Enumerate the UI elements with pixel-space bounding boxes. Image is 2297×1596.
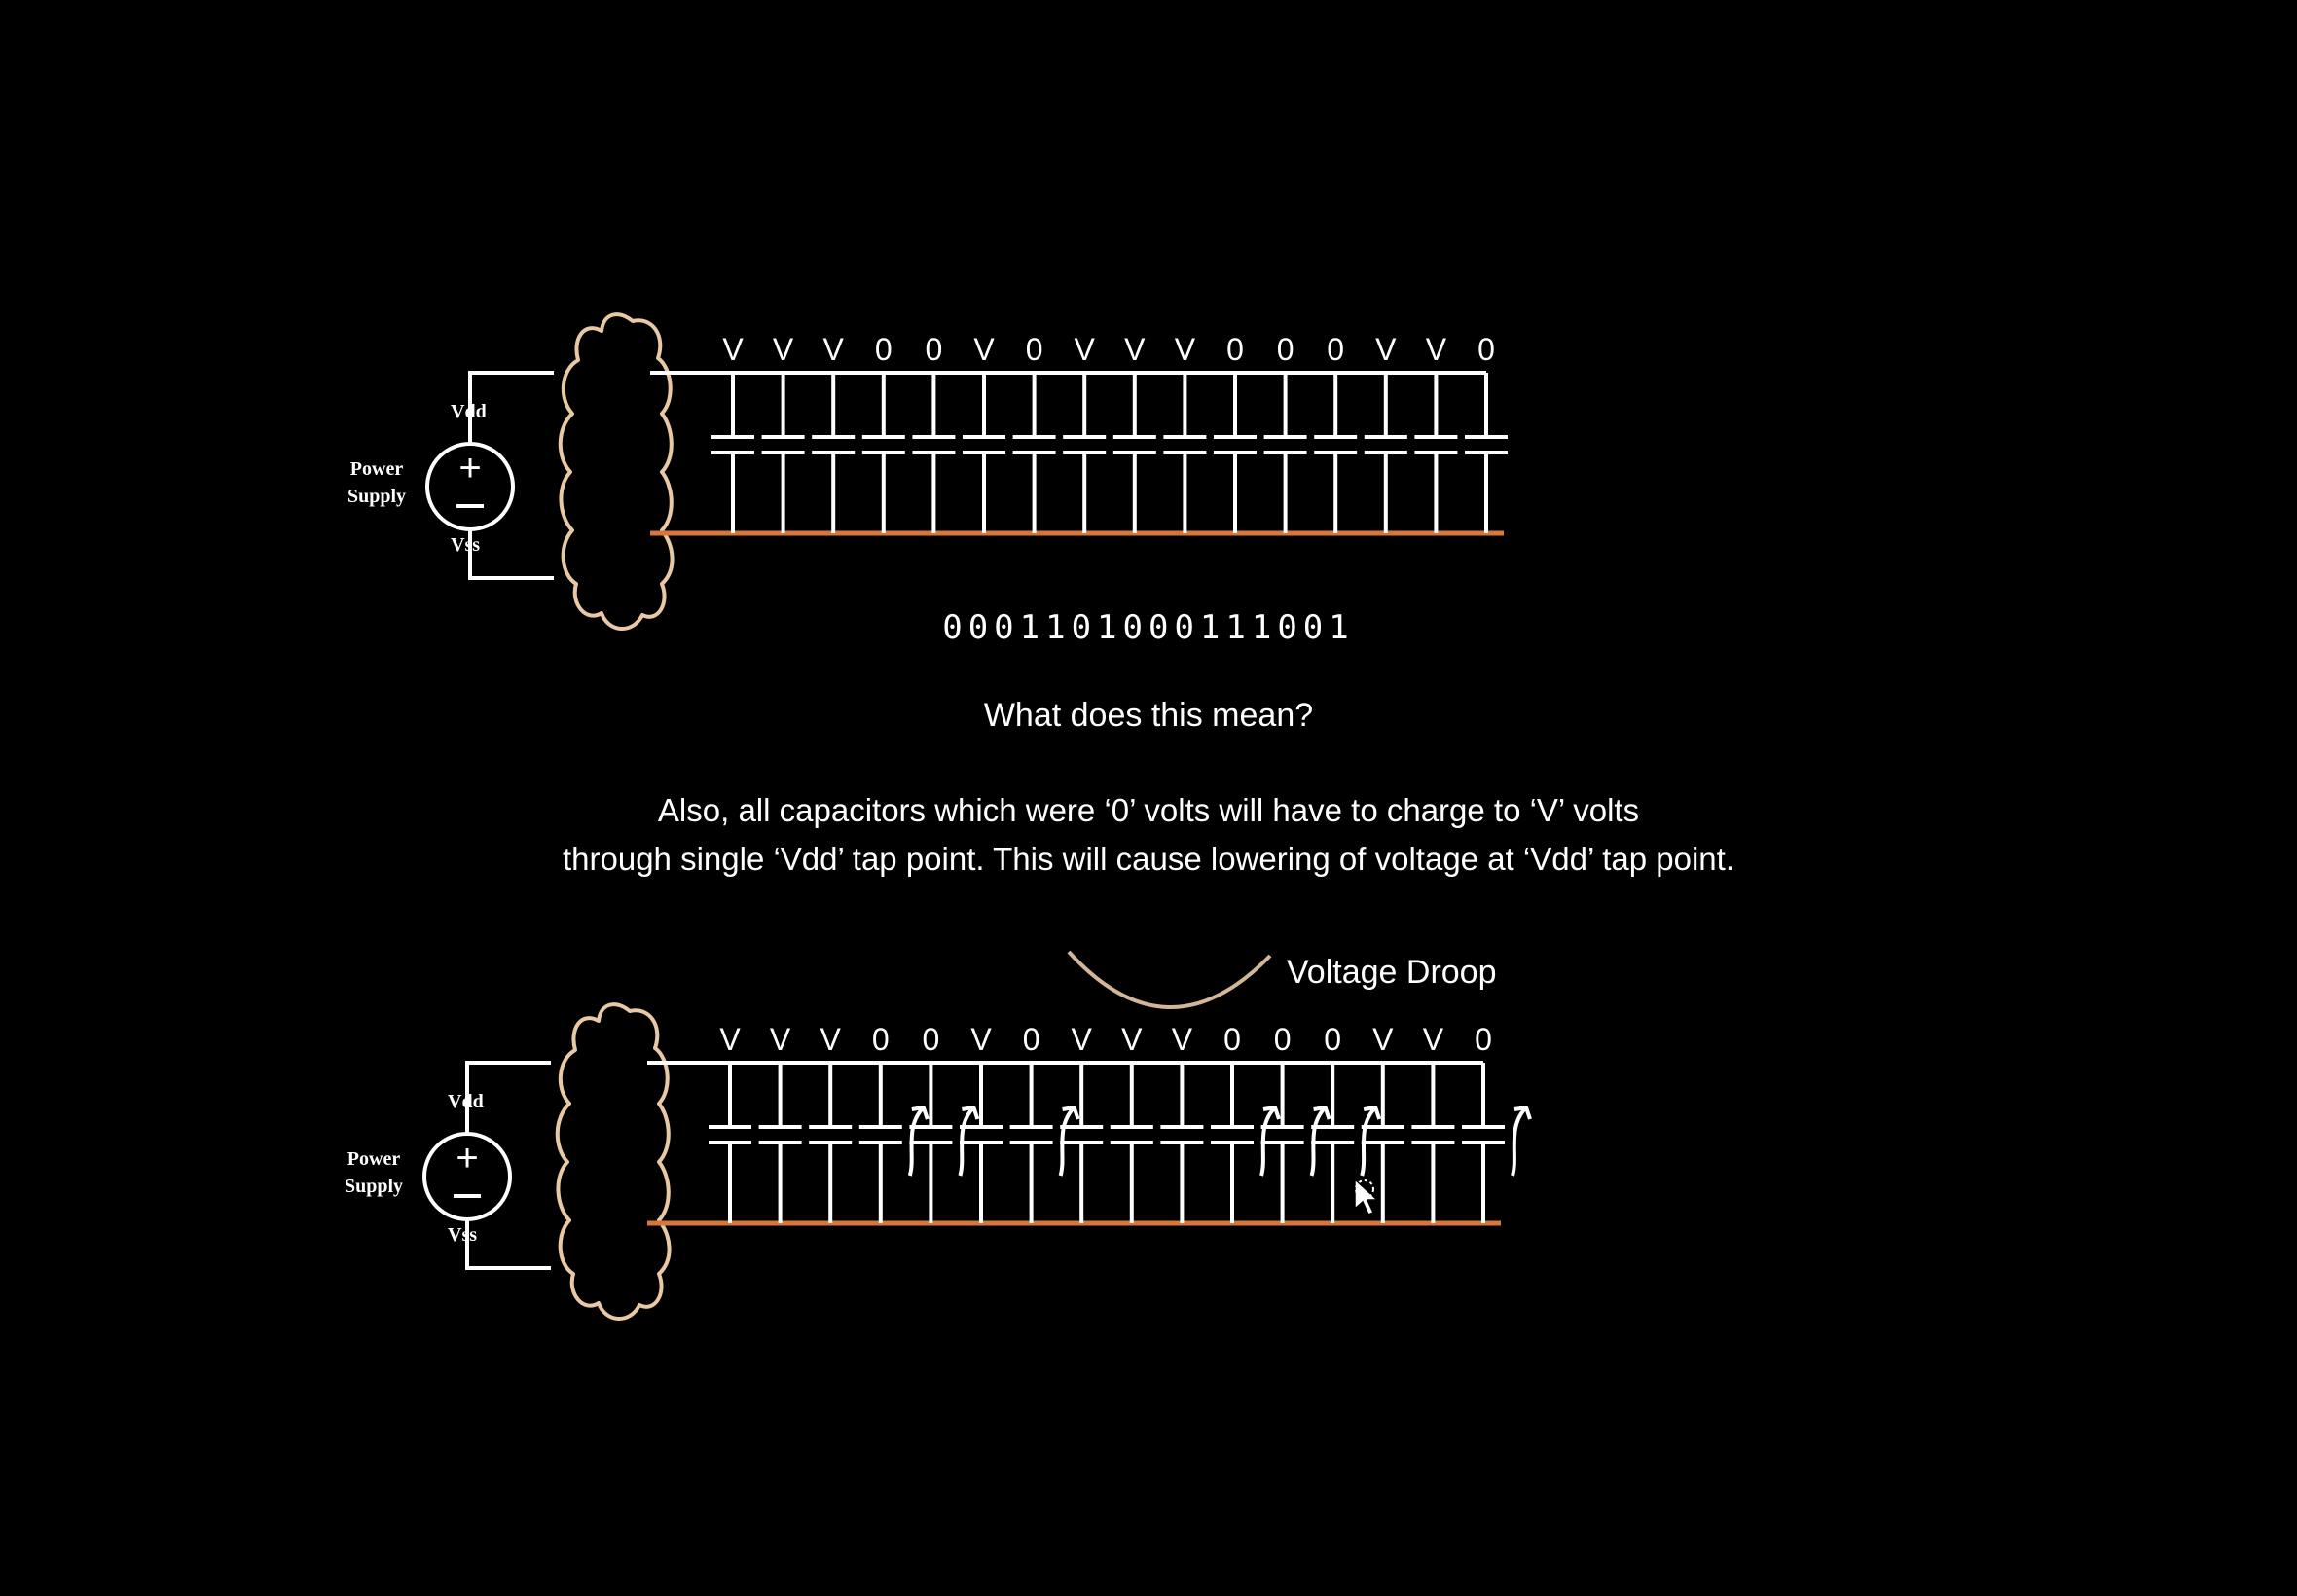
capacitor-12: 0 (1263, 332, 1307, 533)
capacitor-state-label: 0 (1023, 1022, 1040, 1057)
capacitor-13: 0 (1314, 332, 1358, 533)
plus-sign-icon: + (456, 1137, 478, 1179)
arrowhead-icon (962, 1106, 980, 1120)
capacitor-9: V (1110, 1022, 1153, 1223)
capacitor-state-label: V (970, 1022, 992, 1057)
capacitor-state-label: V (1124, 332, 1146, 367)
arrowhead-icon (1363, 1106, 1382, 1120)
capacitor-state-label: V (1372, 1022, 1394, 1057)
mouse-cursor-icon (1354, 1178, 1379, 1215)
capacitor-6: V (960, 1022, 1003, 1223)
capacitor-state-label: V (820, 1022, 842, 1057)
capacitor-state-label: 0 (872, 1022, 890, 1057)
cloud-network-icon (555, 1002, 672, 1321)
vdd-lead-wire (465, 1061, 551, 1134)
capacitor-1: V (711, 332, 754, 533)
capacitor-4: 0 (861, 332, 905, 533)
capacitor-8: V (1060, 1022, 1104, 1223)
capacitor-state-label: 0 (1274, 1022, 1292, 1057)
capacitor-state-label: 0 (1477, 332, 1495, 367)
capacitor-3: V (809, 1022, 853, 1223)
explanation-line-2: through single ‘Vdd’ tap point. This wil… (563, 841, 1734, 877)
capacitor-state-label: V (770, 1022, 791, 1057)
power-supply-label-line1: Power (347, 1148, 401, 1170)
vdd-label: Vdd (448, 1091, 484, 1112)
capacitor-state-label: 0 (1324, 1022, 1341, 1057)
capacitor-state-label: V (1375, 332, 1397, 367)
capacitor-4: 0 (858, 1022, 930, 1223)
voltage-droop-label: Voltage Droop (1287, 954, 1497, 991)
capacitor-state-label: V (1426, 332, 1447, 367)
capacitor-11: 0 (1214, 332, 1257, 533)
arrowhead-icon (1513, 1106, 1532, 1120)
capacitor-state-label: V (773, 332, 794, 367)
charging-arrow-icon (1511, 1106, 1528, 1177)
capacitor-state-label: V (1075, 332, 1096, 367)
capacitor-state-label: V (722, 332, 744, 367)
capacitor-14: V (1364, 332, 1407, 533)
capacitor-state-label: 0 (1475, 1022, 1492, 1057)
capacitor-state-label: 0 (1327, 332, 1344, 367)
capacitor-state-label: V (1121, 1022, 1143, 1057)
arrowhead-icon (1262, 1106, 1281, 1120)
vdd-label: Vdd (451, 401, 487, 422)
capacitor-9: V (1112, 332, 1156, 533)
vss-lead-wire (465, 1219, 551, 1270)
capacitor-state-label: 0 (875, 332, 893, 367)
capacitor-6: V (963, 332, 1005, 533)
capacitor-15: V (1414, 332, 1458, 533)
capacitor-16: 0 (1462, 1022, 1532, 1223)
capacitor-state-label: 0 (926, 332, 943, 367)
capacitor-state-label: V (719, 1022, 741, 1057)
capacitor-14: V (1361, 1022, 1404, 1223)
vss-lead-wire (468, 529, 554, 580)
capacitor-15: V (1411, 1022, 1455, 1223)
capacitor-12: 0 (1260, 1022, 1331, 1223)
capacitor-state-label: V (823, 332, 845, 367)
capacitor-state-label: V (1175, 332, 1196, 367)
capacitor-state-label: V (1172, 1022, 1193, 1057)
power-supply-label-line2: Supply (347, 486, 406, 507)
capacitor-10: V (1160, 1022, 1204, 1223)
arrowhead-icon (1313, 1106, 1331, 1120)
capacitor-state-label: V (1072, 1022, 1093, 1057)
question-text: What does this mean? (984, 697, 1313, 734)
vdd-lead-wire (468, 371, 554, 444)
capacitor-16: 0 (1465, 332, 1508, 533)
capacitor-state-label: 0 (1277, 332, 1294, 367)
capacitor-state-label: 0 (1226, 332, 1244, 367)
voltage-droop-curve (1067, 950, 1272, 1009)
vss-label: Vss (448, 1224, 477, 1246)
vss-label: Vss (451, 534, 480, 556)
capacitor-8: V (1063, 332, 1107, 533)
arrowhead-icon (911, 1106, 930, 1120)
capacitor-2: V (758, 1022, 802, 1223)
capacitor-7: 0 (1009, 1022, 1080, 1223)
capacitor-state-label: 0 (1223, 1022, 1241, 1057)
capacitor-state-label: V (973, 332, 995, 367)
power-supply-label-line1: Power (350, 458, 404, 480)
capacitor-state-label: 0 (923, 1022, 940, 1057)
cloud-network-icon (558, 312, 675, 631)
capacitor-5: 0 (909, 1022, 980, 1223)
capacitor-11: 0 (1211, 1022, 1281, 1223)
capacitor-10: V (1163, 332, 1207, 533)
bit-string: 0001101000111001 (942, 608, 1355, 647)
capacitor-2: V (761, 332, 805, 533)
plus-sign-icon: + (458, 447, 481, 490)
capacitor-5: 0 (912, 332, 956, 533)
capacitor-1: V (709, 1022, 751, 1223)
explanation-line-1: Also, all capacitors which were ‘0’ volt… (658, 792, 1639, 828)
capacitor-state-label: 0 (1026, 332, 1043, 367)
capacitor-7: 0 (1012, 332, 1056, 533)
arrowhead-icon (1062, 1106, 1080, 1120)
power-supply-label-line2: Supply (345, 1176, 403, 1197)
capacitor-3: V (812, 332, 856, 533)
capacitor-state-label: V (1423, 1022, 1444, 1057)
